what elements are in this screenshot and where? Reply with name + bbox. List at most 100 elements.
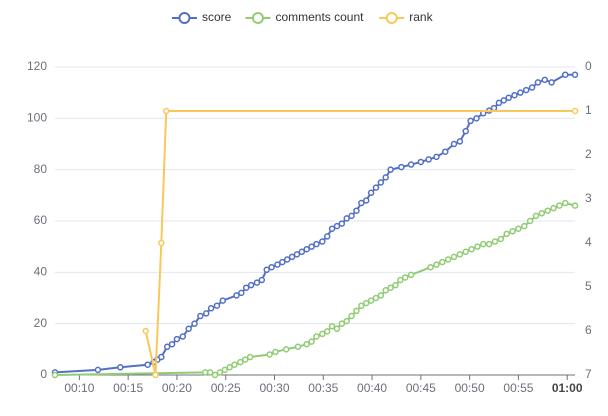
point xyxy=(272,348,279,356)
y2-tick-label: 2 xyxy=(585,147,592,161)
legend-label: comments count xyxy=(275,10,364,24)
point xyxy=(328,322,336,330)
point xyxy=(544,207,551,214)
y-tick-label: 20 xyxy=(34,316,48,330)
point xyxy=(263,266,270,274)
point xyxy=(362,197,370,204)
point xyxy=(353,307,360,315)
point xyxy=(323,328,331,335)
point xyxy=(561,199,569,207)
point xyxy=(450,140,458,148)
point xyxy=(293,251,301,258)
point xyxy=(94,366,102,374)
point xyxy=(433,153,440,161)
y-tick-label: 100 xyxy=(27,111,47,125)
legend-marker xyxy=(251,12,264,24)
y2-tick-label: 6 xyxy=(585,323,592,337)
point xyxy=(473,115,480,122)
point xyxy=(550,204,557,212)
point xyxy=(191,320,198,327)
point xyxy=(538,210,546,217)
point xyxy=(372,184,380,191)
point xyxy=(392,281,399,289)
point xyxy=(268,263,275,271)
point xyxy=(517,89,524,96)
point xyxy=(207,305,215,312)
y-tick-label: 40 xyxy=(34,265,48,279)
point xyxy=(319,238,326,245)
x-tick-label: 00:15 xyxy=(113,381,143,395)
x-tick-label: 00:45 xyxy=(406,381,436,395)
point xyxy=(247,281,255,289)
point xyxy=(246,353,254,361)
point xyxy=(185,325,192,333)
point xyxy=(387,166,394,173)
point xyxy=(397,276,404,284)
point xyxy=(456,138,464,145)
y-tick-label: 0 xyxy=(40,367,47,381)
point xyxy=(348,212,355,220)
y2-tick-label: 4 xyxy=(585,235,592,249)
point xyxy=(462,248,469,256)
y2-tick-label: 0 xyxy=(585,59,592,73)
point xyxy=(503,230,510,238)
point xyxy=(450,253,458,261)
point xyxy=(441,148,449,155)
point xyxy=(231,361,238,368)
point xyxy=(333,222,341,230)
legend-marker xyxy=(385,12,398,24)
series-line xyxy=(54,73,575,374)
point xyxy=(238,289,245,297)
point xyxy=(333,325,341,333)
point xyxy=(367,189,375,197)
point xyxy=(206,369,214,376)
x-tick-label: 00:25 xyxy=(211,381,241,395)
point xyxy=(526,217,534,225)
point xyxy=(313,240,320,248)
point xyxy=(571,107,579,115)
point xyxy=(433,261,440,268)
point xyxy=(439,258,446,266)
point xyxy=(522,86,530,94)
legend-marker xyxy=(178,12,191,24)
point xyxy=(387,284,394,291)
point xyxy=(221,366,229,374)
y2-tick-label: 3 xyxy=(585,191,592,205)
point xyxy=(162,107,170,115)
point xyxy=(358,199,365,207)
point xyxy=(528,84,536,91)
point xyxy=(372,294,380,302)
point xyxy=(168,340,176,348)
point xyxy=(51,371,59,379)
point xyxy=(242,284,250,291)
point xyxy=(362,299,370,307)
point xyxy=(158,353,165,361)
point xyxy=(377,292,385,299)
legend-item: comments count xyxy=(245,10,364,24)
point xyxy=(226,364,233,371)
x-tick-label: 00:20 xyxy=(162,381,192,395)
point xyxy=(211,371,219,379)
point xyxy=(456,251,464,258)
point xyxy=(497,235,505,243)
point xyxy=(491,238,499,245)
point xyxy=(541,76,549,84)
point xyxy=(213,302,221,309)
legend-item: score xyxy=(171,10,232,24)
point xyxy=(515,225,522,232)
point xyxy=(117,364,124,371)
point xyxy=(532,212,540,220)
point xyxy=(298,248,306,256)
point xyxy=(241,356,249,363)
point xyxy=(521,222,528,230)
point xyxy=(328,225,336,232)
point xyxy=(237,358,244,366)
point xyxy=(509,228,516,235)
point xyxy=(343,317,350,325)
legend-item: rank xyxy=(379,10,434,24)
point xyxy=(511,91,518,99)
point xyxy=(468,245,475,253)
point xyxy=(338,220,346,227)
point xyxy=(338,320,346,327)
